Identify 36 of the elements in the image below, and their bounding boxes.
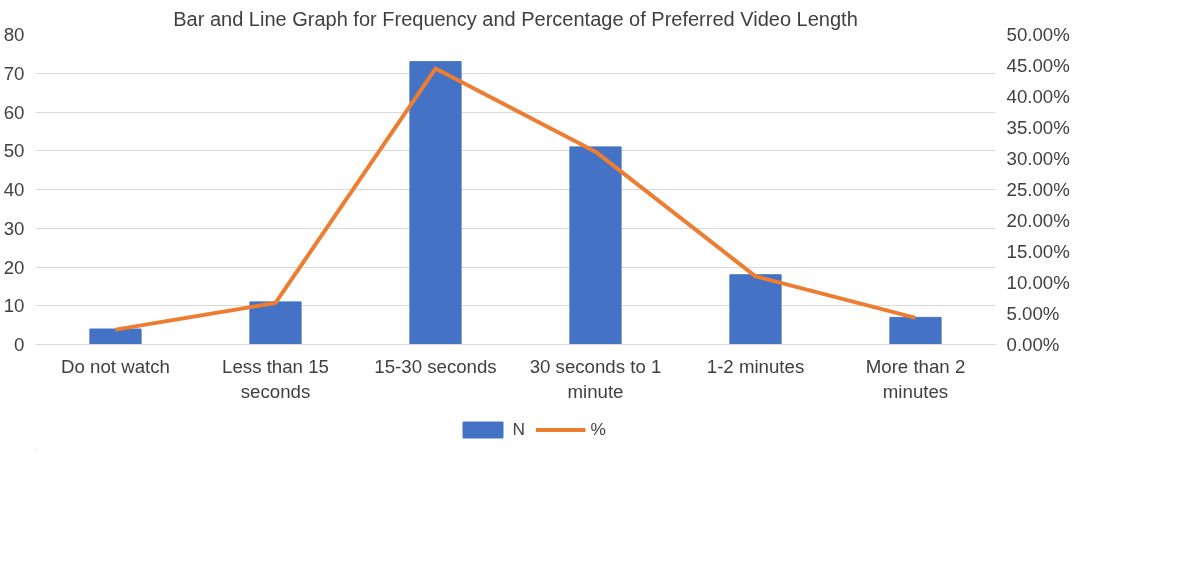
x-tick-label: Less than 15 seconds	[222, 355, 329, 402]
y2-tick-label: 25.00%	[1006, 179, 1070, 200]
legend-label: N	[512, 418, 526, 440]
y2-tick-label: 10.00%	[1006, 272, 1070, 293]
y-tick-label: 0	[14, 334, 25, 355]
bar	[249, 301, 302, 345]
y-tick-label: 40	[3, 179, 25, 200]
y2-tick-label: 50.00%	[1006, 24, 1070, 45]
bar	[729, 274, 782, 345]
y2-tick-label: 5.00%	[1006, 303, 1060, 324]
legend-label: %	[590, 418, 607, 440]
bar	[569, 146, 622, 345]
y2-tick-label: 20.00%	[1006, 210, 1070, 231]
x-tick-label: 15-30 seconds	[374, 355, 497, 377]
x-tick-label: 1-2 minutes	[706, 355, 805, 377]
x-tick-label: Do not watch	[61, 355, 170, 377]
y2-tick-label: 15.00%	[1006, 241, 1070, 262]
y-tick-label: 20	[3, 256, 25, 278]
y-tick-label: 70	[3, 62, 25, 84]
y-tick-label: 60	[3, 101, 25, 123]
y-tick-label: 30	[3, 217, 25, 239]
y2-tick-label: 45.00%	[1006, 55, 1070, 76]
y-tick-label: 80	[3, 24, 25, 45]
y2-tick-label: 40.00%	[1006, 86, 1070, 107]
x-tick-label: 30 seconds to 1 minute	[529, 355, 662, 402]
y2-tick-label: 0.00%	[1006, 334, 1060, 355]
y2-tick-label: 35.00%	[1006, 117, 1070, 138]
y-tick-label: 10	[3, 295, 25, 317]
x-tick-label: More than 2 minutes	[865, 355, 966, 402]
y-tick-label: 50	[3, 140, 25, 162]
bar	[89, 328, 142, 345]
chart-title: Bar and Line Graph for Frequency and Percentage of Preferred Video Length	[173, 7, 858, 30]
bar	[889, 316, 942, 345]
y2-tick-label: 30.00%	[1006, 148, 1070, 169]
bar	[409, 61, 462, 345]
line-series	[113, 66, 918, 332]
